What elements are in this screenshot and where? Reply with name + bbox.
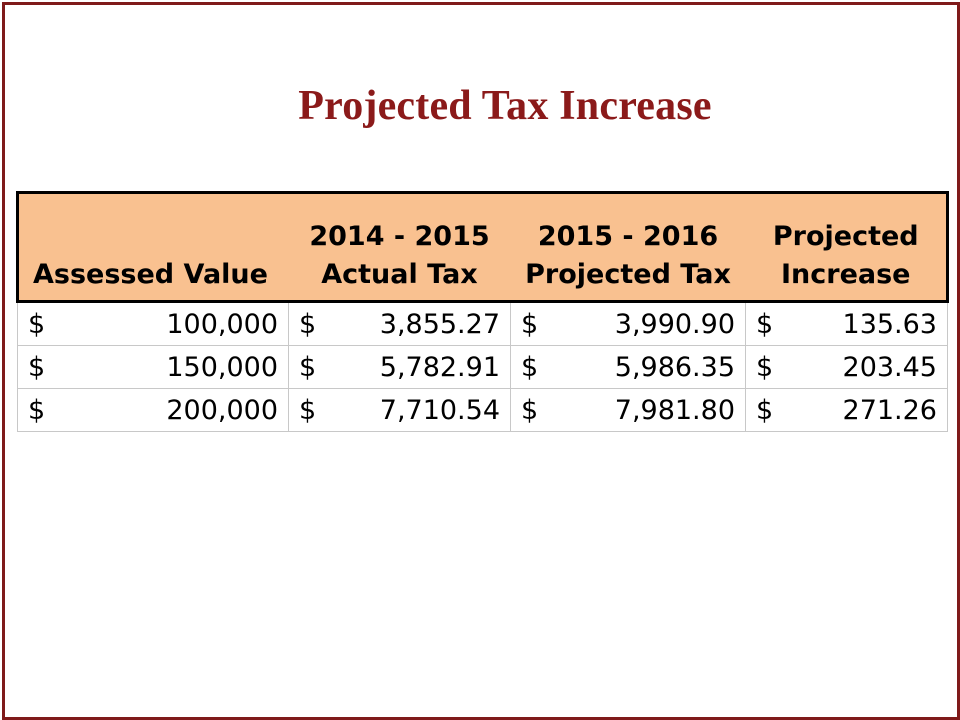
- header-row: Assessed Value 2014 - 2015 Actual Tax 20…: [16, 191, 949, 303]
- header-projected-tax: 2015 - 2016 Projected Tax: [510, 191, 746, 303]
- tax-table-container: Assessed Value 2014 - 2015 Actual Tax 20…: [16, 191, 949, 432]
- cell-projected-increase: $271.26: [745, 388, 948, 432]
- cell-projected-tax: $7,981.80: [510, 388, 746, 432]
- cell-amount: 100,000: [166, 308, 278, 340]
- cell-projected-tax: $3,990.90: [510, 301, 746, 346]
- currency-symbol: $: [28, 308, 46, 340]
- header-line: Assessed Value: [33, 259, 268, 290]
- cell-amount: 200,000: [166, 394, 278, 426]
- table-row: $100,000 $3,855.27 $3,990.90 $135.63: [17, 301, 948, 346]
- cell-amount: 150,000: [166, 351, 278, 383]
- cell-amount: 271.26: [842, 394, 937, 426]
- cell-amount: 135.63: [842, 308, 937, 340]
- currency-symbol: $: [756, 351, 774, 383]
- header-actual-tax: 2014 - 2015 Actual Tax: [288, 191, 511, 303]
- slide-title: Projected Tax Increase: [298, 83, 712, 129]
- header-line: 2015 - 2016: [537, 221, 719, 252]
- cell-actual-tax: $3,855.27: [288, 301, 511, 346]
- currency-symbol: $: [28, 394, 46, 426]
- currency-symbol: $: [521, 351, 539, 383]
- cell-actual-tax: $5,782.91: [288, 345, 511, 389]
- currency-symbol: $: [299, 351, 317, 383]
- cell-amount: 7,981.80: [614, 394, 735, 426]
- cell-amount: 5,782.91: [379, 351, 500, 383]
- cell-amount: 3,990.90: [614, 308, 735, 340]
- cell-assessed-value: $150,000: [17, 345, 289, 389]
- table-row: $200,000 $7,710.54 $7,981.80 $271.26: [17, 388, 948, 432]
- header-line: Increase: [780, 259, 911, 290]
- cell-projected-increase: $203.45: [745, 345, 948, 389]
- cell-assessed-value: $100,000: [17, 301, 289, 346]
- tax-table: Assessed Value 2014 - 2015 Actual Tax 20…: [16, 191, 949, 432]
- table-row: $150,000 $5,782.91 $5,986.35 $203.45: [17, 345, 948, 389]
- cell-assessed-value: $200,000: [17, 388, 289, 432]
- header-line: Projected Tax: [525, 259, 731, 290]
- cell-amount: 203.45: [842, 351, 937, 383]
- currency-symbol: $: [521, 308, 539, 340]
- header-line: 2014 - 2015: [309, 221, 490, 252]
- currency-symbol: $: [756, 308, 774, 340]
- header-assessed-value: Assessed Value: [16, 191, 289, 303]
- currency-symbol: $: [756, 394, 774, 426]
- currency-symbol: $: [28, 351, 46, 383]
- header-line: Actual Tax: [321, 259, 478, 290]
- header-line: Projected: [772, 221, 919, 252]
- currency-symbol: $: [521, 394, 539, 426]
- currency-symbol: $: [299, 394, 317, 426]
- cell-projected-tax: $5,986.35: [510, 345, 746, 389]
- cell-amount: 3,855.27: [379, 308, 500, 340]
- cell-actual-tax: $7,710.54: [288, 388, 511, 432]
- header-projected-increase: Projected Increase: [745, 191, 949, 303]
- cell-amount: 7,710.54: [379, 394, 500, 426]
- cell-amount: 5,986.35: [614, 351, 735, 383]
- cell-projected-increase: $135.63: [745, 301, 948, 346]
- currency-symbol: $: [299, 308, 317, 340]
